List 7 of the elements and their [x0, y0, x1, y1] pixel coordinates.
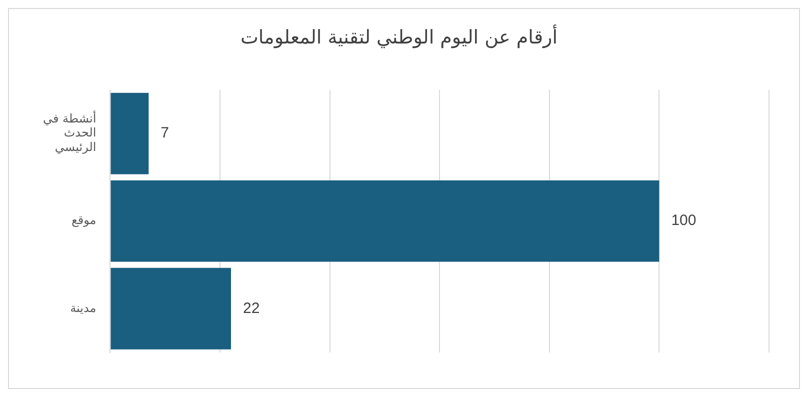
- chart-title: أرقام عن اليوم الوطني لتقنية المعلومات: [240, 24, 558, 48]
- y-tick-label: موقع: [71, 213, 96, 228]
- y-tick-label: أنشطة في الحدث الرئيسي: [42, 110, 96, 154]
- y-tick-label: مدينة: [70, 300, 96, 315]
- data-label: 100: [671, 212, 696, 230]
- data-label: 7: [160, 124, 169, 142]
- data-label: 22: [242, 300, 260, 317]
